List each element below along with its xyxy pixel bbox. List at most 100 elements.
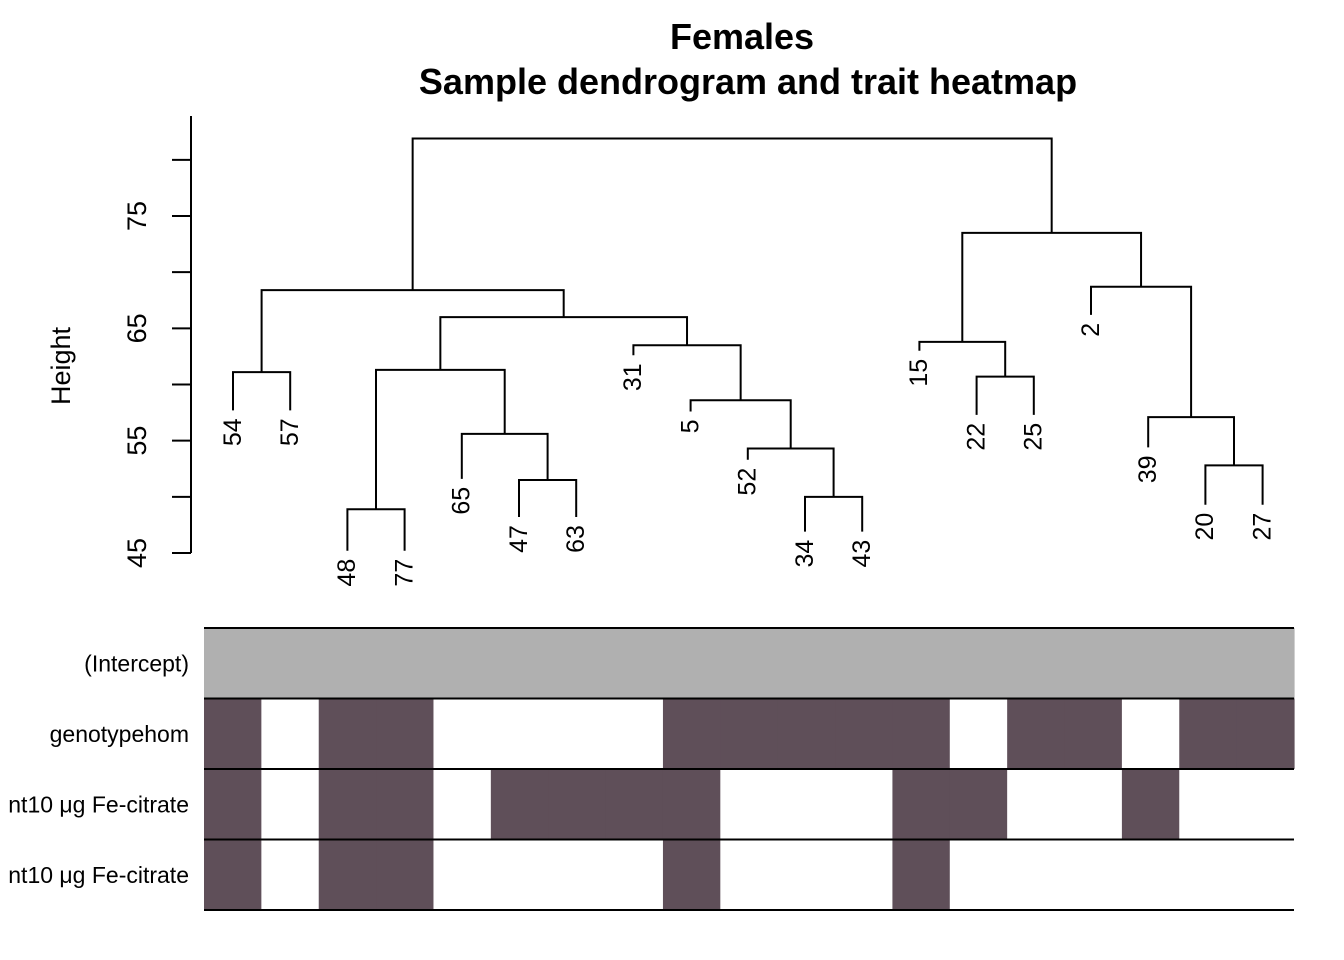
y-axis: 45 55 65 75 — [122, 116, 192, 568]
heatmap-cell — [1236, 698, 1295, 769]
heatmap-cell — [662, 698, 721, 769]
heatmap-cell — [777, 839, 836, 910]
heatmap-cell — [376, 769, 435, 840]
heatmap-cell — [777, 769, 836, 840]
leaf-label: 54 — [219, 418, 247, 446]
heatmap-cell — [433, 698, 492, 769]
heatmap-cell — [1236, 628, 1295, 699]
heatmap-cell — [1064, 769, 1123, 840]
leaf-label: 63 — [562, 525, 590, 553]
heatmap-cell — [662, 769, 721, 840]
leaf-label: 2 — [1077, 323, 1105, 337]
y-tick-label: 45 — [122, 538, 152, 568]
dendrogram-branch — [375, 368, 506, 510]
dendrogram-branch — [411, 137, 1053, 291]
y-tick-label: 65 — [122, 313, 152, 343]
trait-row-label: nt10 μg Fe-citrate — [8, 862, 189, 888]
heatmap-cell — [1179, 769, 1238, 840]
heatmap-cell — [548, 698, 607, 769]
heatmap-cell — [490, 769, 549, 840]
dendrogram-branch — [460, 432, 549, 480]
heatmap-cell — [1236, 769, 1295, 840]
heatmap-cell — [949, 698, 1008, 769]
dendrogram-branch — [1204, 464, 1264, 505]
heatmap-cell — [1121, 769, 1180, 840]
heatmap-cell — [720, 769, 779, 840]
dendrogram-branch — [518, 478, 578, 518]
heatmap-cell — [490, 628, 549, 699]
leaf-label: 52 — [734, 468, 762, 496]
heatmap-cell — [605, 628, 664, 699]
heatmap-cell — [490, 839, 549, 910]
heatmap-cell — [892, 628, 951, 699]
heatmap-cell — [892, 839, 951, 910]
trait-row-label: (Intercept) — [84, 650, 189, 676]
heatmap-cell — [662, 628, 721, 699]
dendrogram-branch — [689, 399, 792, 449]
dendrogram-branch — [260, 289, 565, 373]
heatmap-cell — [720, 628, 779, 699]
leaf-label: 48 — [333, 559, 361, 587]
heatmap-cell — [433, 769, 492, 840]
heatmap-cell — [318, 769, 377, 840]
leaf-label: 65 — [448, 487, 476, 515]
dendrogram-branch — [632, 344, 742, 401]
heatmap-cell — [433, 628, 492, 699]
heatmap-cell — [204, 839, 262, 910]
dendrogram-branch — [918, 340, 1007, 377]
heatmap-cell — [777, 628, 836, 699]
heatmap-cell — [949, 769, 1008, 840]
leaf-labels: 54 57 48 77 65 47 63 31 5 52 34 43 15 22 25 2 39 20 27 — [219, 323, 1277, 587]
leaf-label: 39 — [1134, 455, 1162, 483]
heatmap-cell — [1007, 698, 1066, 769]
heatmap-cell — [261, 698, 320, 769]
heatmap-cell — [1007, 769, 1066, 840]
leaf-label: 22 — [962, 423, 990, 451]
heatmap-cell — [720, 698, 779, 769]
heatmap-cell — [1007, 839, 1066, 910]
heatmap-cell — [1236, 839, 1295, 910]
heatmap-cell — [548, 769, 607, 840]
leaf-label: 31 — [619, 363, 647, 391]
trait-row-label: nt10 μg Fe-citrate — [8, 791, 189, 817]
trait-heatmap — [204, 627, 1295, 911]
y-tick-label: 55 — [122, 426, 152, 456]
heatmap-cell — [261, 769, 320, 840]
heatmap-cell — [1064, 839, 1123, 910]
heatmap-cell — [892, 698, 951, 769]
heatmap-cell — [835, 839, 894, 910]
leaf-label: 5 — [676, 419, 704, 433]
leaf-label: 57 — [276, 418, 304, 446]
trait-row-label: genotypehom — [50, 721, 189, 747]
leaf-label: 20 — [1191, 513, 1219, 541]
heatmap-cell — [1121, 839, 1180, 910]
dendrogram-branch — [804, 495, 864, 532]
heatmap-cell — [318, 698, 377, 769]
dendrogram-branch — [1090, 285, 1193, 418]
dendrogram-branch — [346, 508, 406, 551]
chart-subtitle: Sample dendrogram and trait heatmap — [419, 61, 1077, 102]
heatmap-cell — [949, 628, 1008, 699]
leaf-label: 77 — [390, 559, 418, 587]
heatmap-cell — [605, 839, 664, 910]
trait-row-labels: (Intercept) genotypehom nt10 μg Fe-citrate… — [8, 650, 189, 888]
heatmap-cell — [949, 839, 1008, 910]
heatmap-cell — [548, 839, 607, 910]
leaf-label: 47 — [505, 525, 533, 553]
dendrogram-branch — [1147, 416, 1235, 466]
heatmap-cell — [605, 769, 664, 840]
heatmap-cell — [835, 698, 894, 769]
heatmap-cell — [1064, 698, 1123, 769]
heatmap-cell — [777, 698, 836, 769]
dendrogram-branch — [232, 371, 292, 411]
heatmap-cell — [204, 698, 262, 769]
dendrogram — [232, 137, 1264, 551]
heatmap-cell — [548, 628, 607, 699]
heatmap-cell — [835, 769, 894, 840]
heatmap-cell — [376, 628, 435, 699]
heatmap-cell — [662, 839, 721, 910]
heatmap-cell — [892, 769, 951, 840]
heatmap-cell — [720, 839, 779, 910]
heatmap-cell — [490, 698, 549, 769]
